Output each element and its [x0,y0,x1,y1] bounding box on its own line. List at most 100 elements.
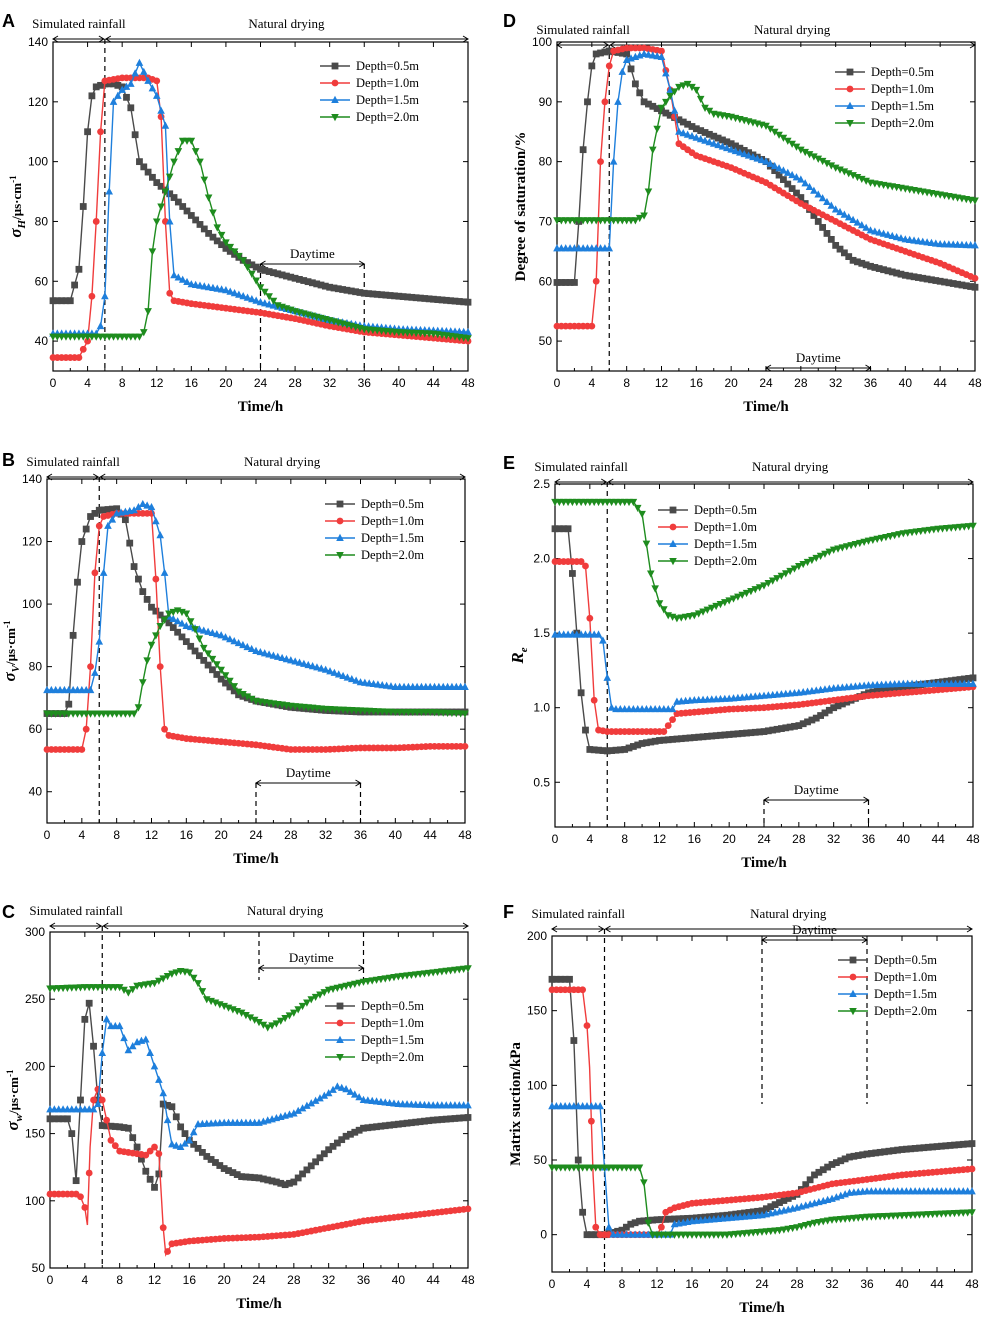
data-point [377,1122,385,1130]
x-tick-label: 20 [720,1277,734,1291]
data-point [669,735,676,743]
data-point [795,563,803,571]
data-point [250,1016,259,1024]
data-point [699,608,707,616]
data-point [243,642,252,651]
data-point [429,1116,437,1124]
data-point [668,704,677,713]
data-point [195,625,204,633]
x-tick-label: 4 [588,376,595,390]
data-point [222,679,229,687]
data-point [679,129,688,137]
data-point [959,1140,967,1148]
data-point [770,161,779,170]
data-point [779,166,788,174]
data-point [790,565,799,573]
data-point [635,214,644,223]
data-point [842,543,851,551]
data-point [124,1124,132,1132]
data-point [857,220,866,229]
data-point [346,981,355,989]
data-point [769,726,777,734]
data-point [159,1089,168,1097]
data-point [592,1223,600,1231]
data-point [81,1204,89,1211]
data-point [140,163,148,171]
daytime-arrow-head-right [865,364,872,372]
data-point [187,642,195,650]
legend-label: Depth=1.5m [694,537,757,551]
data-point [326,667,334,675]
data-point [869,536,877,544]
data-point [334,670,343,678]
data-point [725,597,733,605]
drying-arrow-head-right [462,922,469,930]
x-tick-label: 24 [249,828,263,842]
data-point [239,691,247,699]
data-point [464,965,472,973]
data-point [627,65,635,73]
data-point [135,333,144,341]
data-point [356,289,364,296]
data-point [203,1153,211,1160]
x-tick-label: 44 [427,376,441,390]
data-point [777,572,786,580]
data-point [692,125,700,133]
data-point [849,172,857,180]
y-tick-label: 120 [28,95,48,109]
data-point [837,1157,845,1165]
x-tick-label: 16 [185,376,199,390]
data-point [760,582,768,590]
legend-marker [336,1002,344,1010]
data-point [881,1148,888,1156]
data-point [152,517,160,525]
data-point [114,81,122,89]
data-point [75,265,83,273]
data-point [82,525,90,533]
data-point [329,1085,337,1093]
data-point [734,730,742,738]
legend-label: Depth=0.5m [361,497,424,511]
data-point [191,626,199,634]
drying-arrow-head-left [609,41,616,49]
rainfall-arrow-head-right [598,925,605,933]
series-line [552,1166,973,1236]
data-point [929,1143,937,1151]
data-point [801,1221,810,1230]
data-point [412,294,420,302]
data-point [101,292,109,300]
data-point [278,653,286,662]
data-point [679,118,687,126]
data-point [360,1124,367,1132]
x-tick-label: 8 [623,376,630,390]
data-point [636,1217,643,1225]
x-tick-label: 12 [655,376,669,390]
data-point [333,984,342,992]
data-point [273,1178,280,1186]
data-point [844,213,853,221]
data-point [248,270,256,278]
data-point [644,188,653,196]
data-point [342,982,350,990]
data-point [588,322,596,330]
data-point [879,229,888,237]
data-point [960,675,968,683]
data-point [198,1149,206,1156]
data-point [882,533,890,542]
legend-marker [669,558,677,566]
data-point [810,212,818,219]
data-point [381,1122,389,1130]
data-point [147,641,156,649]
data-point [844,170,853,178]
data-point [923,275,931,283]
x-tick-label: 32 [825,1277,839,1291]
data-point [77,1096,84,1104]
data-point [296,276,303,283]
x-tick-label: 32 [323,376,337,390]
data-point [329,1142,337,1150]
data-point [391,292,398,300]
data-point [738,591,747,599]
rainfall-arrow-head-right [92,473,100,481]
data-point [222,239,230,247]
data-point [226,243,235,252]
